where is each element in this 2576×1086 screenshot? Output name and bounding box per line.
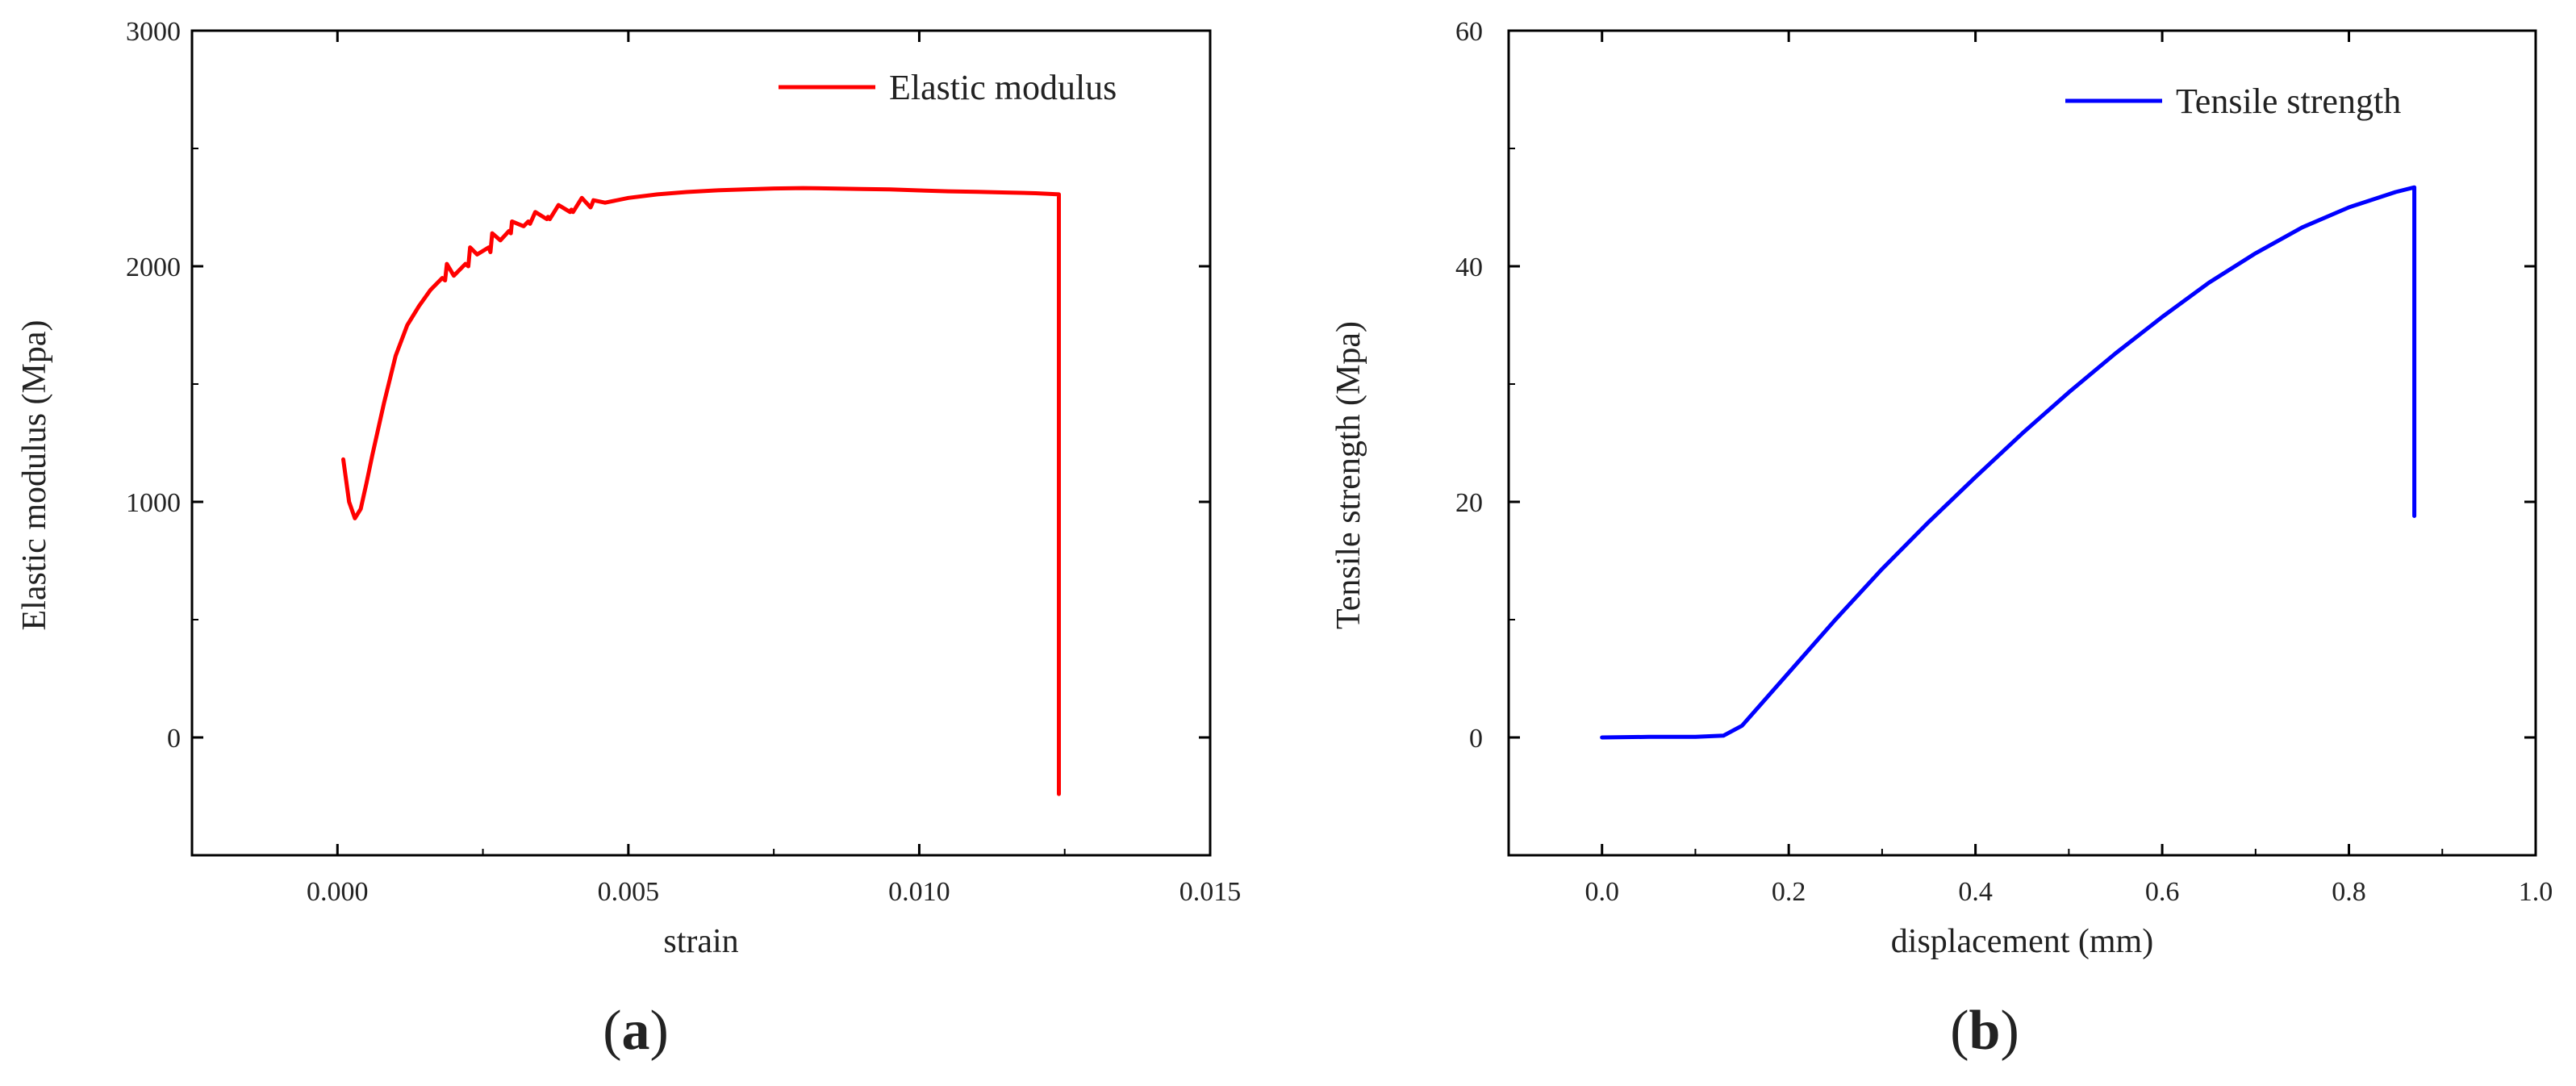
y-axis-title: Tensile strength (Mpa) [1330,321,1367,629]
y-tick-label: 60 [1455,17,1483,47]
panel-label-close: ) [650,1000,669,1062]
x-axis-title: displacement (mm) [1891,923,2153,960]
x-tick-label: 0.005 [598,877,660,907]
y-tick-label: 40 [1455,253,1483,282]
panel-label: (b) [1950,1000,2019,1062]
legend-label: Elastic modulus [889,68,1117,107]
legend-label: Tensile strength [2176,81,2401,121]
panel-label-close: ) [2000,1000,2019,1062]
panel-label-open: ( [1950,1000,1969,1062]
y-axis-title: Elastic modulus (Mpa) [16,320,53,631]
x-tick-label: 0.6 [2145,877,2180,907]
series-line-elastic-modulus [341,186,1061,796]
y-tick-label: 1000 [126,488,181,518]
panel-label-letter: b [1969,1000,2001,1062]
x-tick-label: 0.2 [1772,877,1806,907]
y-tick-label: 20 [1455,488,1483,518]
plot-frame [1507,29,2537,857]
x-tick-label: 0.015 [1179,877,1242,907]
x-tick-label: 0.010 [888,877,950,907]
y-tick-label: 0 [167,724,181,754]
panel-label-letter: a [622,1000,650,1062]
y-tick-label: 2000 [126,253,181,282]
y-tick-label: 0 [1469,724,1483,754]
x-tick-label: 0.000 [307,877,369,907]
panel-label: (a) [603,1000,669,1062]
plot-frame [190,29,1212,857]
panel-a-elastic-modulus-chart: 0.000 0.005 0.010 0.015 0 1000 2000 3000 strain E… [16,17,1241,1062]
panel-label-open: ( [603,1000,621,1062]
x-tick-label: 0.4 [1958,877,1993,907]
x-axis-title: strain [663,923,738,960]
panel-b-tensile-strength-chart: 0.0 0.2 0.4 0.6 0.8 1.0 0 20 40 60 displacement (m… [1330,17,2553,1062]
y-tick-label: 3000 [126,17,181,47]
x-tick-label: 0.0 [1584,877,1619,907]
x-tick-label: 0.8 [2332,877,2366,907]
series-line-tensile-strength [1600,185,2417,740]
x-tick-label: 1.0 [2519,877,2553,907]
